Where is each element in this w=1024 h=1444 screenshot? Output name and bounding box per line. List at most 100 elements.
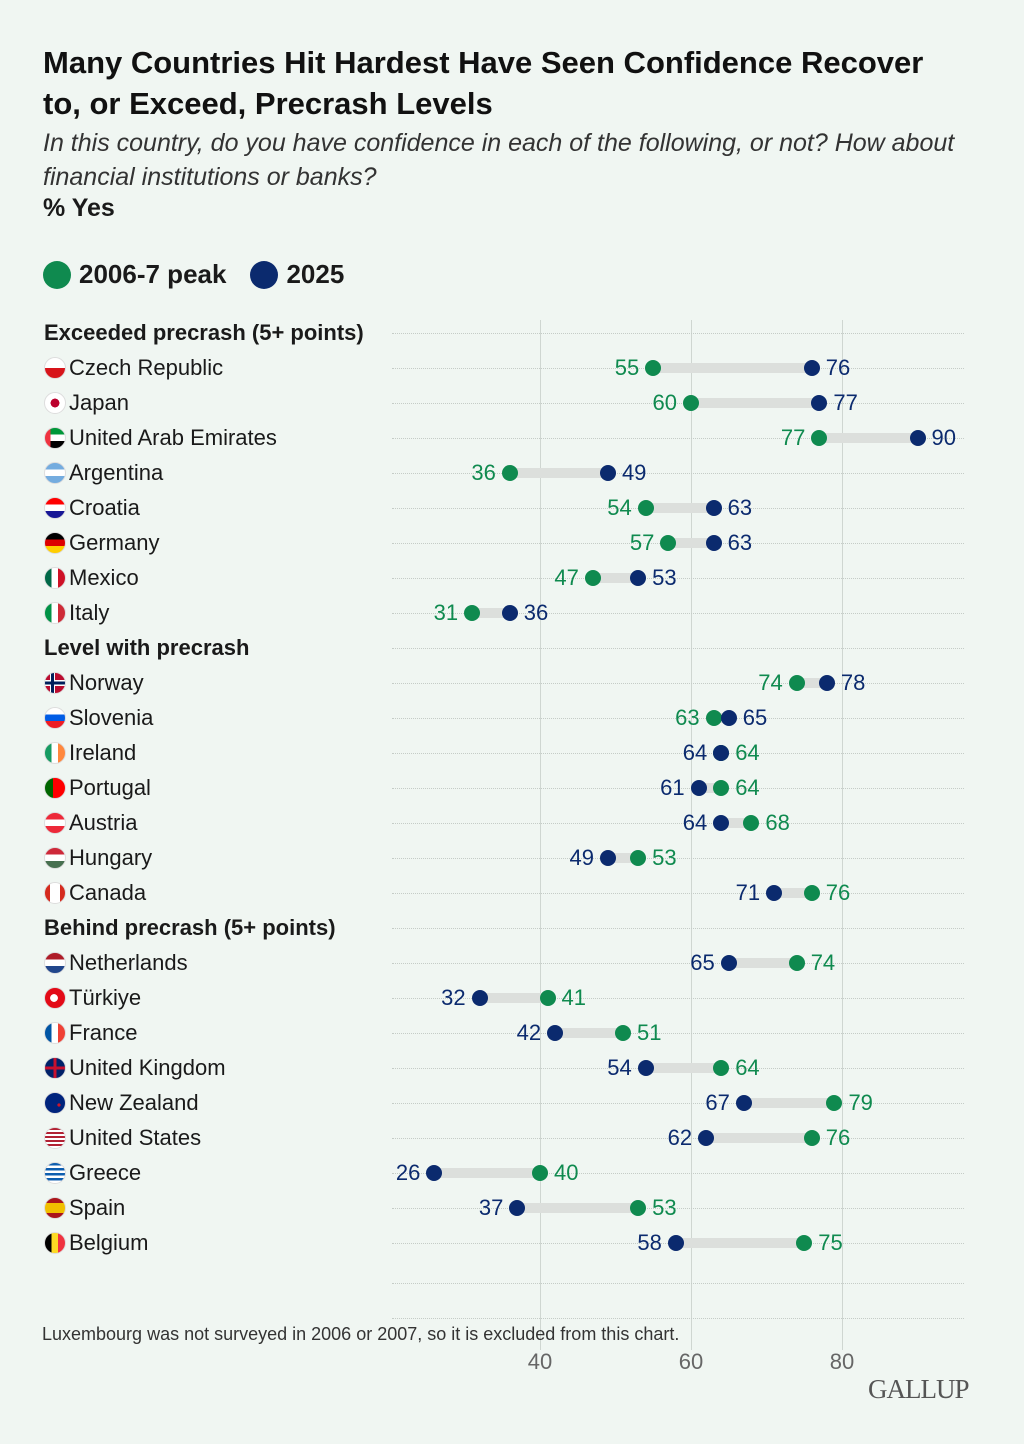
country-name: Hungary [69,845,153,870]
country-label: United Kingdom [44,1055,226,1081]
dot-y2025 [547,1025,564,1041]
section-label: Level with precrash [44,635,250,660]
range-bar [607,853,639,863]
dot-peak [705,710,722,726]
dot-y2025 [735,1095,752,1111]
dot-peak [683,395,699,411]
value-label-y2025: 77 [833,390,858,415]
value-label-peak: 74 [810,950,836,975]
country-name: Greece [69,1160,142,1185]
row-gridline [392,1103,964,1104]
range-bar [479,993,548,1003]
value-label-peak: 40 [554,1160,579,1185]
country-name: Argentina [69,460,164,485]
country-label: Italy [44,600,109,626]
range-bar [698,783,722,793]
value-label-y2025: 49 [569,845,594,870]
value-label-y2025: 63 [727,495,753,520]
row-gridline [392,648,964,649]
country-name: Czech Republic [69,355,224,380]
country-name: France [69,1020,138,1045]
row-gridline [392,1138,964,1139]
country-label: New Zealand [44,1090,199,1116]
dot-y2025 [630,570,647,586]
legend-item-peak: 2006-7 peak [43,259,226,290]
value-label-peak: 64 [735,775,760,800]
row-gridline [392,823,964,824]
range-bar [668,538,714,548]
dot-peak [713,780,730,796]
range-bar [645,503,714,513]
range-bar [675,1238,805,1248]
row-gridline [392,613,964,614]
dot-peak [630,1200,647,1216]
country-label: Germany [44,530,159,556]
dot-peak [803,1130,820,1146]
dot-y2025 [667,1235,684,1251]
dot-y2025 [509,1200,526,1216]
flag-tr-icon [44,987,66,1009]
country-label: Norway [44,670,144,696]
range-bar [645,1063,722,1073]
country-label: Japan [44,390,129,416]
flag-no-icon [44,672,66,694]
flag-gb-icon [44,1057,66,1079]
value-label-y2025: 71 [735,880,761,905]
dot-y2025 [471,990,488,1006]
section-label: Exceeded precrash (5+ points) [44,320,364,345]
row-gridline [392,1283,964,1284]
flag-si-icon [44,707,66,729]
row-gridline [392,578,964,579]
country-label: Argentina [44,460,163,486]
flag-de-icon [44,532,66,554]
dot-peak [826,1095,843,1111]
value-label-y2025: 26 [395,1160,421,1185]
country-label: Greece [44,1160,141,1186]
row-gridline [392,963,964,964]
flag-us-icon [44,1127,66,1149]
dot-y2025 [501,605,518,621]
value-label-peak: 77 [780,425,806,450]
value-label-y2025: 78 [840,670,866,695]
value-label-peak: 76 [825,1125,851,1150]
country-name: United States [69,1125,202,1150]
range-bar [706,1133,812,1143]
value-label-y2025: 32 [441,985,466,1010]
row-gridline [392,788,964,789]
dot-y2025 [720,955,737,971]
value-label-peak: 75 [818,1230,843,1255]
footnote: Luxembourg was not surveyed in 2006 or 2… [42,1324,680,1344]
flag-hr-icon [44,497,66,519]
value-label-peak: 76 [825,880,851,905]
value-label-y2025: 64 [682,740,708,765]
flag-hu-icon [44,847,66,869]
value-label-peak: 68 [765,810,790,835]
row-gridline [392,718,964,719]
value-label-peak: 54 [607,495,632,520]
flag-es-icon [44,1197,66,1219]
value-label-y2025: 65 [742,705,768,730]
dot-y2025 [705,500,722,516]
range-bar [721,818,752,828]
x-gridline [842,320,843,1350]
country-name: United Arab Emirates [69,425,277,450]
value-label-peak: 60 [652,390,677,415]
range-bar [728,958,797,968]
country-name: Ireland [69,740,137,765]
dot-peak [803,885,820,901]
dot-peak [584,570,601,586]
country-label: Türkiye [44,985,141,1011]
dot-y2025 [713,815,730,831]
legend-dot-peak [43,260,71,289]
country-label: Slovenia [44,705,153,731]
value-label-y2025: 63 [727,530,753,555]
country-label: United Arab Emirates [44,425,277,451]
value-label-peak: 36 [471,460,496,485]
dot-peak [788,675,805,691]
dot-y2025 [909,430,926,446]
range-bar [509,468,608,478]
country-label: Spain [44,1195,125,1221]
dot-peak [532,1165,548,1181]
dot-y2025 [599,850,616,866]
